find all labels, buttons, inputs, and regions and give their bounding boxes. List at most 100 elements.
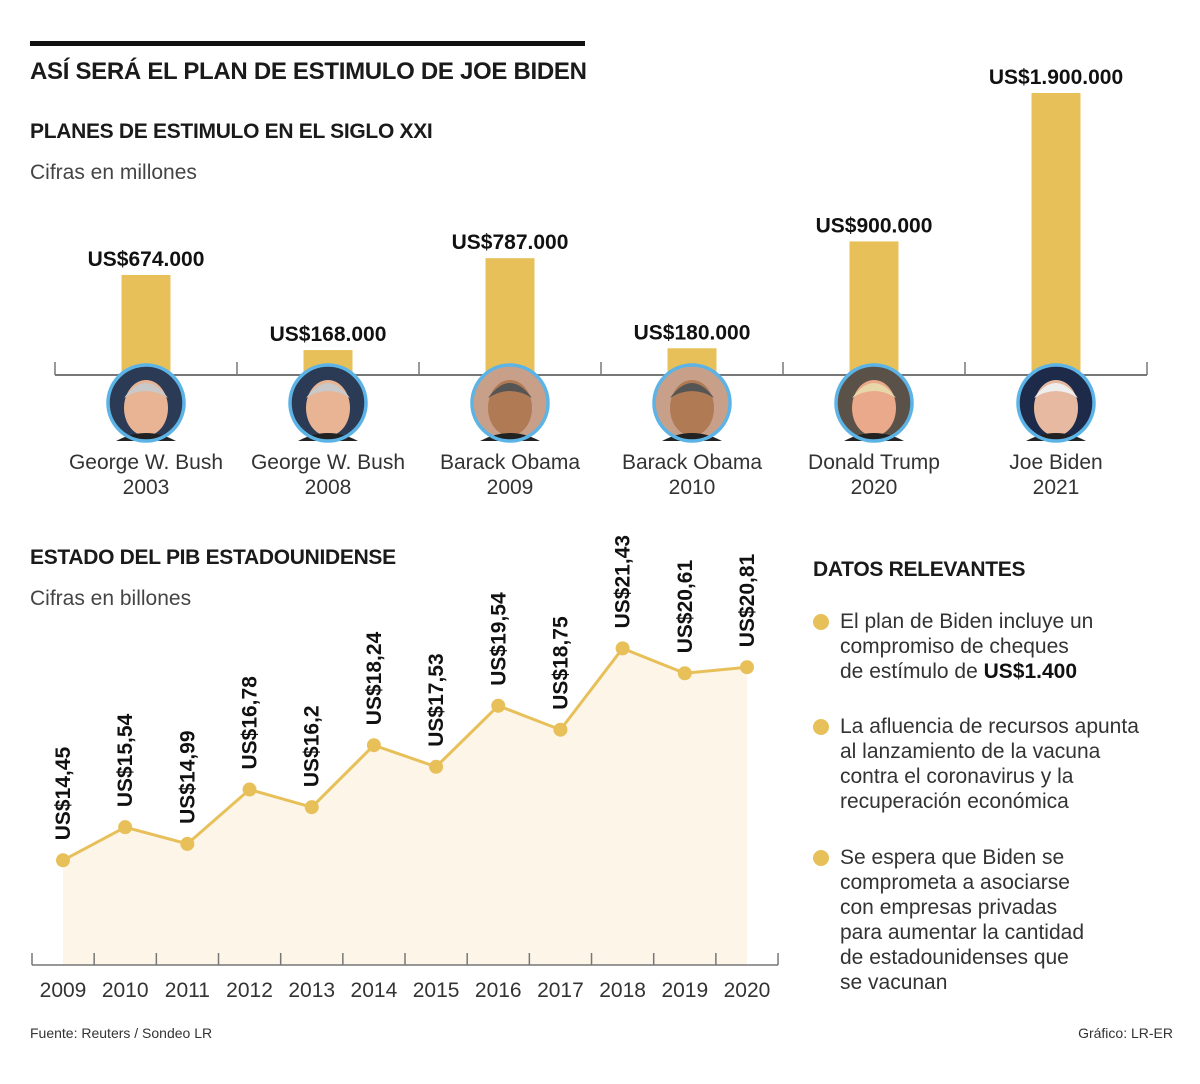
portrait-obama-photo <box>470 363 550 443</box>
bullet-icon <box>813 850 829 866</box>
data-point <box>677 666 692 681</box>
hair <box>1034 383 1078 398</box>
president-name: George W. Bush <box>69 451 223 474</box>
x-tick-label: 2019 <box>661 979 708 1002</box>
facts-title: DATOS RELEVANTES <box>813 558 1026 581</box>
data-point <box>180 836 195 851</box>
area-fill <box>63 648 747 965</box>
face <box>1034 380 1078 436</box>
point-value-label: US$14,45 <box>52 747 75 841</box>
year-label: 2009 <box>487 476 534 499</box>
point-value-label: US$15,54 <box>114 713 137 807</box>
data-point <box>304 800 319 815</box>
portrait-bush-photo <box>288 363 368 443</box>
fact-text: Se espera que Biden se comprometa a asoc… <box>840 846 1084 994</box>
hair <box>124 383 168 398</box>
x-tick-label: 2009 <box>40 979 87 1002</box>
line-chart-title: ESTADO DEL PIB ESTADOUNIDENSE <box>30 546 396 569</box>
point-value-label: US$16,78 <box>239 676 262 770</box>
fact-item: La afluencia de recursos apunta al lanza… <box>813 714 1163 814</box>
top-rule <box>30 41 585 46</box>
year-label: 2003 <box>123 476 170 499</box>
face <box>124 380 168 436</box>
point-value-label: US$18,24 <box>363 631 386 725</box>
x-tick-label: 2014 <box>351 979 398 1002</box>
bar <box>121 274 171 375</box>
bar-chart-title: PLANES DE ESTIMULO EN EL SIGLO XXI <box>30 120 433 143</box>
fact-text: La afluencia de recursos apunta al lanza… <box>840 715 1139 813</box>
bar-value-label: US$180.000 <box>634 321 751 344</box>
data-point <box>615 641 630 656</box>
data-point <box>242 782 257 797</box>
bar-value-label: US$787.000 <box>452 231 569 254</box>
x-tick-label: 2011 <box>165 979 210 1002</box>
data-point <box>429 759 444 774</box>
page-title: ASÍ SERÁ EL PLAN DE ESTIMULO DE JOE BIDE… <box>30 58 587 85</box>
line-chart: US$14,45 2009 US$15,54 2010 US$14,99 2011 US$1… <box>31 535 779 1002</box>
year-label: 2008 <box>305 476 352 499</box>
data-point <box>56 853 70 868</box>
portrait-trump-photo <box>834 363 914 443</box>
source-note: Fuente: Reuters / Sondeo LR <box>30 1025 213 1041</box>
x-tick-label: 2013 <box>288 979 335 1002</box>
fact-item: El plan de Biden incluye un compromiso d… <box>813 609 1163 684</box>
photo-border <box>652 363 732 443</box>
president-name: Barack Obama <box>440 451 580 474</box>
credit-note: Gráfico: LR-ER <box>1078 1025 1173 1041</box>
gdp-line <box>62 646 748 862</box>
face <box>488 380 532 436</box>
bar-value-label: US$168.000 <box>270 323 387 346</box>
x-tick-label: 2015 <box>413 979 460 1002</box>
point-value-label: US$14,99 <box>176 730 199 823</box>
x-tick-label: 2016 <box>475 979 522 1002</box>
fact-text: El plan de Biden incluye un compromiso d… <box>840 610 1094 683</box>
hair <box>488 383 532 398</box>
data-point <box>553 722 568 737</box>
face <box>306 380 350 436</box>
bar <box>485 258 535 375</box>
data-point <box>491 698 506 713</box>
photo-border <box>1016 363 1096 443</box>
bar-value-label: US$1.900.000 <box>989 66 1123 89</box>
photo-border <box>288 363 368 443</box>
photo-border <box>470 363 550 443</box>
point-value-label: US$20,61 <box>674 560 697 654</box>
portrait-bush-photo <box>106 363 186 443</box>
point-value-label: US$20,81 <box>736 553 759 647</box>
bar-value-label: US$900.000 <box>816 214 933 237</box>
year-label: 2010 <box>669 476 716 499</box>
point-value-label: US$21,43 <box>612 535 635 628</box>
data-point <box>118 820 133 835</box>
x-tick-label: 2020 <box>724 979 771 1002</box>
year-label: 2021 <box>1033 476 1080 499</box>
hair <box>852 383 896 398</box>
point-value-label: US$17,53 <box>425 653 448 746</box>
hair <box>306 383 350 398</box>
bar <box>1031 93 1081 375</box>
bar-value-label: US$674.000 <box>88 248 205 271</box>
photo-border <box>106 363 186 443</box>
data-point <box>366 738 381 753</box>
point-value-label: US$16,2 <box>301 705 324 787</box>
x-tick-label: 2012 <box>226 979 273 1002</box>
face <box>852 380 896 436</box>
point-value-label: US$18,75 <box>549 616 572 710</box>
photo-border <box>834 363 914 443</box>
point-value-label: US$19,54 <box>487 592 510 686</box>
line-chart-subtitle: Cifras en billones <box>30 587 192 610</box>
bar <box>849 241 899 375</box>
x-tick-label: 2017 <box>537 979 584 1002</box>
fact-item: Se espera que Biden se comprometa a asoc… <box>813 845 1163 995</box>
face <box>670 380 714 436</box>
data-point <box>739 660 754 675</box>
hair <box>670 383 714 398</box>
x-tick-label: 2010 <box>102 979 149 1002</box>
x-tick-label: 2018 <box>599 979 646 1002</box>
president-name: George W. Bush <box>251 451 405 474</box>
fact-bold: US$1.400 <box>983 660 1077 683</box>
bullet-icon <box>813 614 829 630</box>
president-name: Donald Trump <box>808 451 940 474</box>
year-label: 2020 <box>851 476 898 499</box>
bar-chart-subtitle: Cifras en millones <box>30 161 197 184</box>
